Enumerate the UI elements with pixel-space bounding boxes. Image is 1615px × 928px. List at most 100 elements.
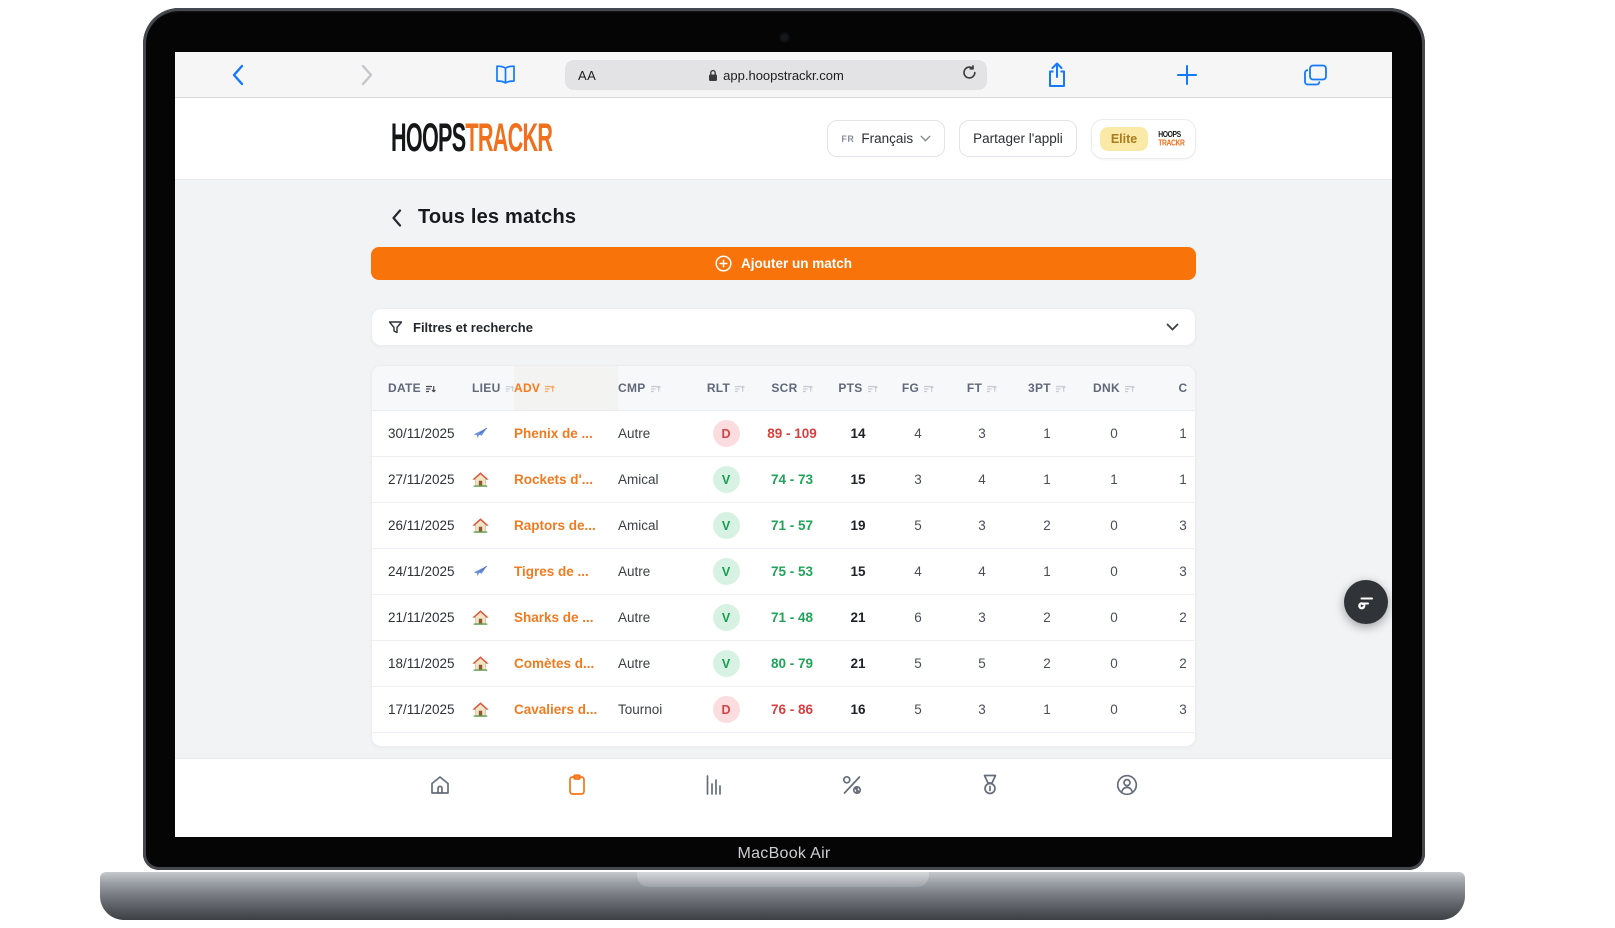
table-row[interactable]: 26/11/2025 Raptors de... Amical V 71 - 5… bbox=[372, 503, 1195, 549]
bar-chart-icon bbox=[706, 775, 721, 795]
home-house-icon bbox=[472, 610, 489, 625]
opponent-link[interactable]: Comètes d... bbox=[514, 656, 595, 671]
home-house-icon bbox=[472, 656, 489, 671]
plus-icon bbox=[1177, 64, 1197, 85]
add-match-button[interactable]: Ajouter un match bbox=[371, 247, 1196, 280]
opponent-link[interactable]: Rockets d'... bbox=[514, 472, 593, 487]
venue-cell bbox=[472, 563, 514, 580]
3pt-value: 2 bbox=[1043, 610, 1051, 625]
score-value: 80 - 79 bbox=[770, 656, 814, 671]
table-row[interactable]: 24/11/2025 Tigres de ... Autre V 75 - 53… bbox=[372, 549, 1195, 595]
book-icon bbox=[496, 64, 515, 84]
lock-icon bbox=[709, 69, 718, 81]
ft-value: 3 bbox=[978, 518, 986, 533]
page-back-button[interactable] bbox=[391, 208, 402, 227]
nav-profile[interactable] bbox=[1115, 773, 1139, 797]
venue-cell bbox=[472, 425, 514, 442]
nav-home[interactable] bbox=[428, 773, 452, 797]
clipboard-icon bbox=[569, 774, 586, 795]
feedback-widget-icon bbox=[1358, 597, 1373, 610]
language-selector[interactable]: FR Français bbox=[827, 120, 946, 157]
col-adv[interactable]: ADV bbox=[514, 366, 618, 410]
language-label: Français bbox=[861, 131, 914, 146]
col-ft[interactable]: FT bbox=[950, 366, 1014, 410]
score-value: 89 - 109 bbox=[767, 426, 817, 441]
opponent-link[interactable]: Cavaliers d... bbox=[514, 702, 598, 717]
score-value: 74 - 73 bbox=[770, 472, 814, 487]
opponent-link[interactable]: Sharks de ... bbox=[514, 610, 594, 625]
ft-value: 4 bbox=[978, 472, 986, 487]
competition-type: Autre bbox=[618, 656, 651, 671]
address-bar[interactable]: AA app.hoopstrackr.com bbox=[565, 60, 987, 90]
col-date[interactable]: DATE bbox=[372, 366, 472, 410]
reload-button[interactable] bbox=[961, 64, 978, 86]
chevron-right-icon bbox=[361, 64, 373, 85]
webcam-dot bbox=[781, 34, 788, 41]
table-row[interactable]: 18/11/2025 Comètes d... Autre V 80 - 79 … bbox=[372, 641, 1195, 687]
competition-type: Autre bbox=[618, 564, 651, 579]
fg-value: 5 bbox=[914, 518, 922, 533]
floating-widget-button[interactable] bbox=[1344, 580, 1388, 624]
nav-achievements[interactable] bbox=[978, 773, 1002, 797]
nav-shooting[interactable] bbox=[840, 773, 864, 797]
sort-icon bbox=[802, 385, 813, 392]
opponent-link[interactable]: Tigres de ... bbox=[514, 564, 589, 579]
table-row[interactable]: 30/11/2025 Phenix de ... Autre D 89 - 10… bbox=[372, 411, 1195, 457]
col-fg[interactable]: FG bbox=[886, 366, 950, 410]
share-app-button[interactable]: Partager l'appli bbox=[959, 120, 1077, 157]
extra-value: 3 bbox=[1179, 564, 1187, 579]
match-date: 27/11/2025 bbox=[388, 472, 455, 487]
col-pts[interactable]: PTS bbox=[830, 366, 886, 410]
extra-value: 1 bbox=[1179, 472, 1187, 487]
col-dnk[interactable]: DNK bbox=[1080, 366, 1148, 410]
dnk-value: 1 bbox=[1110, 472, 1118, 487]
col-scr[interactable]: SCR bbox=[754, 366, 830, 410]
3pt-value: 2 bbox=[1043, 518, 1051, 533]
col-lieu[interactable]: LIEU bbox=[472, 366, 514, 410]
home-icon bbox=[430, 776, 449, 794]
chevron-left-icon bbox=[392, 208, 402, 227]
table-row[interactable]: 21/11/2025 Sharks de ... Autre V 71 - 48… bbox=[372, 595, 1195, 641]
share-button[interactable] bbox=[1047, 62, 1067, 88]
fg-value: 4 bbox=[914, 426, 922, 441]
points-value: 21 bbox=[850, 656, 866, 671]
col-3pt[interactable]: 3PT bbox=[1014, 366, 1080, 410]
3pt-value: 1 bbox=[1043, 702, 1051, 717]
opponent-link[interactable]: Raptors de... bbox=[514, 518, 596, 533]
tabs-button[interactable] bbox=[1303, 64, 1328, 86]
3pt-value: 1 bbox=[1043, 426, 1051, 441]
matches-table: DATE LIEU ADV CMP RLT SCR PTS FG FT 3PT bbox=[371, 365, 1196, 747]
language-code: FR bbox=[841, 133, 855, 144]
hoopstrackr-logo[interactable]: HOOPSTRACKR bbox=[391, 116, 615, 160]
points-value: 19 bbox=[850, 518, 866, 533]
table-row[interactable]: 27/11/2025 Rockets d'... Amical V 74 - 7… bbox=[372, 457, 1195, 503]
extra-value: 3 bbox=[1179, 518, 1187, 533]
filter-funnel-icon bbox=[388, 320, 403, 333]
opponent-link[interactable]: Phenix de ... bbox=[514, 426, 593, 441]
col-extra[interactable]: C bbox=[1178, 381, 1188, 395]
nav-stats[interactable] bbox=[703, 773, 727, 797]
new-tab-button[interactable] bbox=[1176, 64, 1198, 86]
logo-part-1: HOOPS bbox=[391, 116, 466, 160]
3pt-value: 1 bbox=[1043, 472, 1051, 487]
forward-button[interactable] bbox=[361, 64, 374, 86]
result-badge: V bbox=[712, 650, 740, 677]
3pt-value: 2 bbox=[1043, 656, 1051, 671]
match-date: 24/11/2025 bbox=[388, 564, 455, 579]
dnk-value: 0 bbox=[1110, 656, 1118, 671]
reader-button[interactable]: AA bbox=[578, 67, 597, 83]
away-plane-icon bbox=[473, 427, 488, 439]
dnk-value: 0 bbox=[1110, 610, 1118, 625]
chevron-left-icon bbox=[232, 64, 244, 85]
bookmarks-button[interactable] bbox=[493, 64, 518, 85]
plan-badge[interactable]: Elite HOOPS TRACKR bbox=[1090, 118, 1196, 159]
filters-panel[interactable]: Filtres et recherche bbox=[371, 308, 1196, 346]
col-cmp[interactable]: CMP bbox=[618, 366, 698, 410]
result-badge: V bbox=[712, 466, 740, 493]
dnk-value: 0 bbox=[1110, 426, 1118, 441]
table-row[interactable]: 17/11/2025 Cavaliers d... Tournoi D 76 -… bbox=[372, 687, 1195, 733]
sort-icon bbox=[987, 385, 997, 392]
col-rlt[interactable]: RLT bbox=[698, 366, 754, 410]
nav-matches[interactable] bbox=[565, 773, 589, 797]
back-button[interactable] bbox=[231, 64, 244, 86]
